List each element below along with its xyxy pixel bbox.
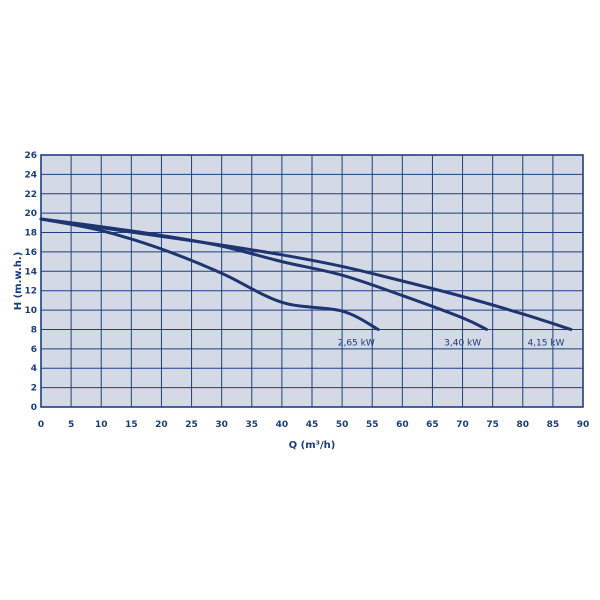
y-tick-label: 18 xyxy=(24,229,37,239)
x-tick-label: 60 xyxy=(396,420,409,430)
x-tick-label: 30 xyxy=(215,420,228,430)
y-tick-label: 26 xyxy=(24,151,37,161)
y-tick-label: 20 xyxy=(24,209,37,219)
x-tick-label: 10 xyxy=(95,420,108,430)
y-tick-label: 0 xyxy=(31,403,37,413)
x-tick-label: 5 xyxy=(68,420,74,430)
y-tick-label: 2 xyxy=(31,384,37,394)
x-tick-label: 40 xyxy=(276,420,289,430)
y-tick-label: 4 xyxy=(31,364,37,374)
y-tick-label: 8 xyxy=(31,325,37,335)
series-label: 2,65 kW xyxy=(338,338,375,348)
x-tick-label: 50 xyxy=(336,420,349,430)
x-tick-labels: 0 5 10 15 20 25 30 35 40 45 50 55 60 65 70 75 80 85 90 xyxy=(38,420,589,430)
series-lines xyxy=(39,217,573,331)
series-label: 3,40 kW xyxy=(444,338,481,348)
x-tick-label: 20 xyxy=(155,420,168,430)
series-labels: 2,65 kW 3,40 kW 4,15 kW xyxy=(338,338,565,348)
x-tick-label: 35 xyxy=(246,420,259,430)
x-tick-label: 55 xyxy=(366,420,379,430)
series-line xyxy=(39,217,380,331)
y-tick-label: 6 xyxy=(31,345,37,355)
y-tick-label: 22 xyxy=(24,190,37,200)
y-tick-label: 10 xyxy=(24,306,37,316)
y-tick-label: 14 xyxy=(24,267,37,277)
x-tick-label: 85 xyxy=(547,420,560,430)
grid xyxy=(40,154,584,408)
plot-border xyxy=(40,154,584,408)
x-tick-label: 75 xyxy=(486,420,499,430)
x-tick-label: 70 xyxy=(456,420,469,430)
x-tick-label: 0 xyxy=(38,420,44,430)
x-tick-label: 45 xyxy=(306,420,319,430)
series-line xyxy=(39,217,573,331)
x-tick-label: 65 xyxy=(426,420,439,430)
x-tick-label: 25 xyxy=(185,420,198,430)
x-tick-label: 90 xyxy=(577,420,590,430)
x-axis-label: Q (m³/h) xyxy=(289,440,336,451)
y-tick-label: 12 xyxy=(24,287,37,297)
x-tick-label: 15 xyxy=(125,420,138,430)
series-label: 4,15 kW xyxy=(527,338,564,348)
x-tick-label: 80 xyxy=(517,420,530,430)
y-axis-label: H (m.w.h.) xyxy=(13,252,24,311)
y-tick-label: 24 xyxy=(24,170,37,180)
y-tick-label: 16 xyxy=(24,248,37,258)
